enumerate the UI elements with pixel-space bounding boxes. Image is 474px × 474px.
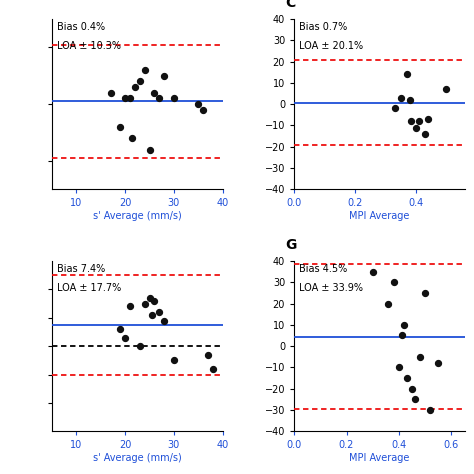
Point [170,95,178,102]
Point [160,317,168,324]
Text: LOA ± 17.7%: LOA ± 17.7% [57,283,121,293]
Point [121,95,129,102]
Point [155,95,163,102]
Point [442,85,450,93]
Point [424,115,432,123]
Point [397,94,404,101]
Text: G: G [286,238,297,253]
Point [403,374,410,382]
Text: Bias 0.7%: Bias 0.7% [299,22,347,32]
X-axis label: MPI Average: MPI Average [349,453,410,463]
Point [403,71,410,78]
Text: LOA ± 20.1%: LOA ± 20.1% [299,41,364,51]
Point [126,95,134,102]
Point [427,406,434,414]
Point [151,297,158,304]
Point [416,353,424,361]
Point [398,332,405,339]
Point [415,118,423,125]
Point [369,268,376,275]
Text: Bias 0.4%: Bias 0.4% [57,22,105,32]
Text: C: C [286,0,296,10]
Point [194,100,202,108]
Point [390,278,398,286]
Point [146,146,153,154]
X-axis label: s' Average (mm/s): s' Average (mm/s) [93,453,182,463]
Point [141,300,148,307]
Point [395,364,403,371]
Point [199,106,207,114]
Point [128,135,136,142]
Text: LOA ± 33.9%: LOA ± 33.9% [299,283,363,293]
Point [117,123,124,131]
Point [412,124,419,131]
Point [435,359,442,367]
Point [421,130,429,138]
Point [421,289,429,297]
Point [411,396,419,403]
Point [148,311,156,319]
Text: LOA ± 10.3%: LOA ± 10.3% [57,41,121,51]
Point [408,385,416,392]
Point [136,78,144,85]
Point [136,342,144,350]
Point [406,96,413,104]
Point [155,308,163,316]
Point [121,334,129,341]
Point [209,365,217,373]
Point [107,89,114,97]
Point [385,300,392,307]
Point [204,351,212,358]
Point [141,66,148,74]
Point [160,72,168,80]
Point [151,89,158,97]
Text: Bias 7.4%: Bias 7.4% [57,264,106,274]
X-axis label: MPI Average: MPI Average [349,211,410,221]
Point [126,302,134,310]
Point [391,105,398,112]
Point [401,321,408,328]
Point [117,325,124,333]
Point [408,118,415,125]
Text: Bias 4.5%: Bias 4.5% [299,264,347,274]
Point [146,294,153,301]
Point [131,83,139,91]
X-axis label: s' Average (mm/s): s' Average (mm/s) [93,211,182,221]
Point [170,356,178,364]
